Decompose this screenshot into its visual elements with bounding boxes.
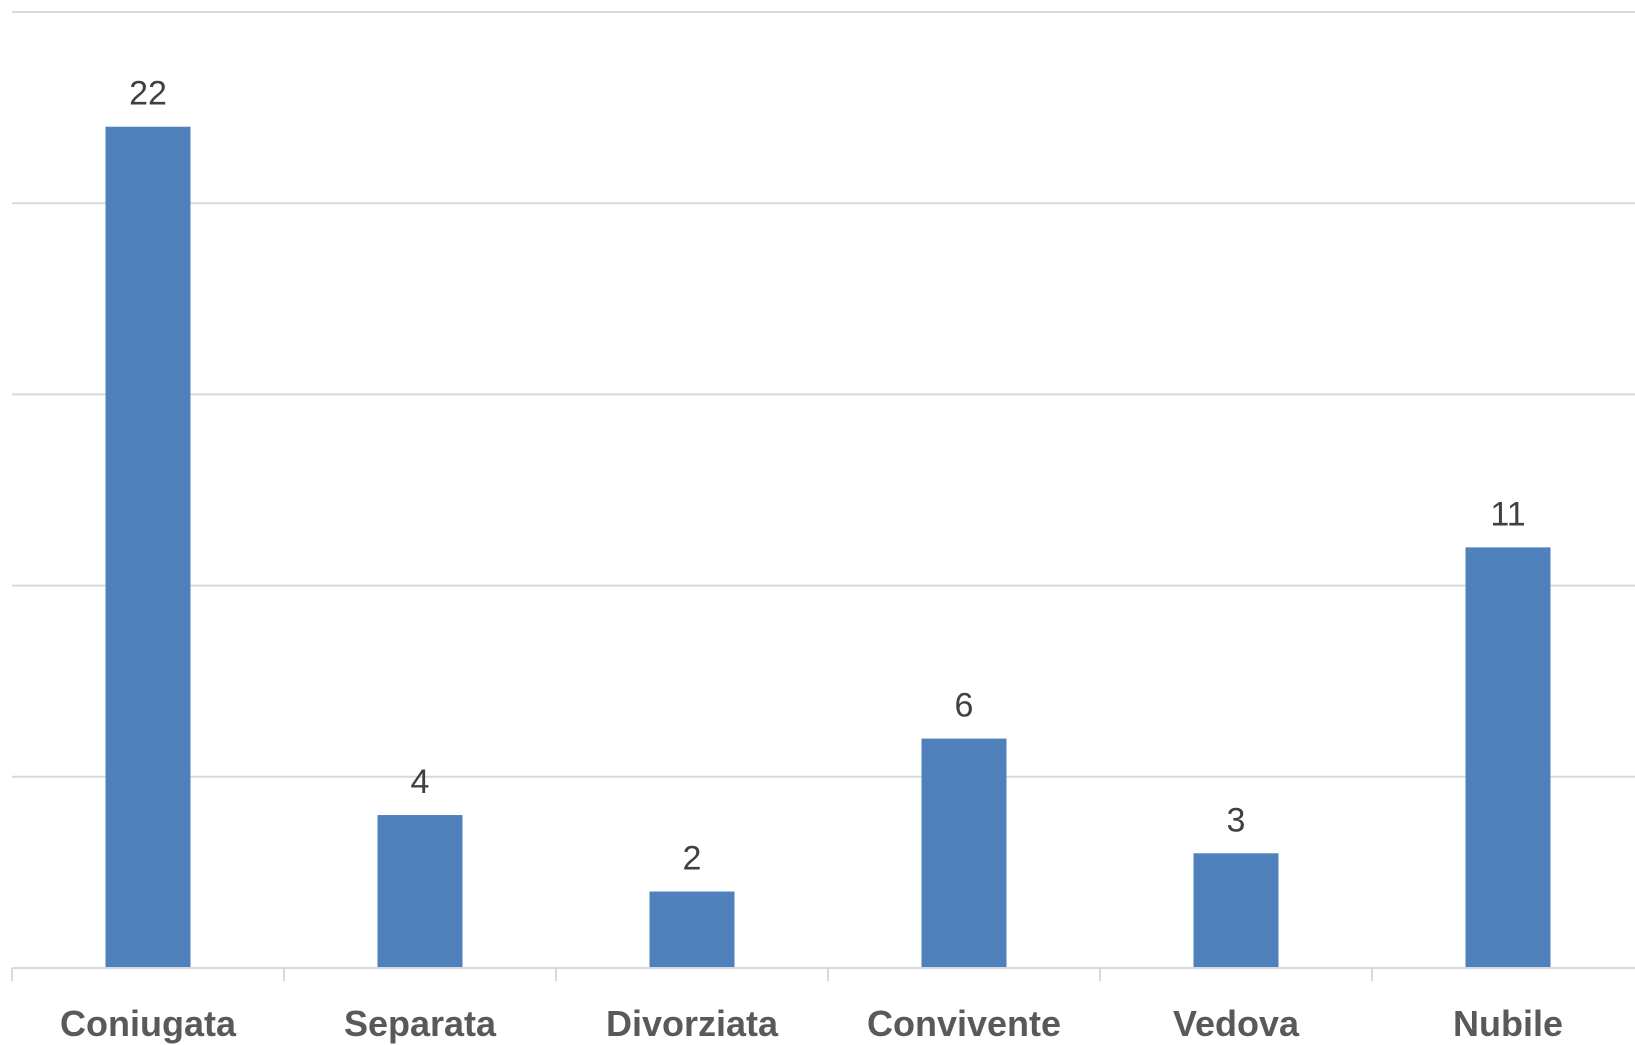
data-labels: 22 4 2 6 3 11	[129, 75, 1526, 878]
category-labels: Coniugata Separata Divorziata Convivente Ved…	[60, 1003, 1563, 1044]
data-label-divorziata: 2	[683, 840, 702, 878]
bar-convivente	[921, 738, 1007, 968]
bar-nubile	[1465, 547, 1551, 968]
gridlines	[12, 11, 1635, 778]
bar-separata	[377, 815, 463, 968]
data-label-vedova: 3	[1227, 801, 1246, 839]
category-label-separata: Separata	[344, 1003, 497, 1044]
data-label-nubile: 11	[1490, 495, 1525, 533]
bars	[105, 126, 1551, 969]
data-label-coniugata: 22	[129, 75, 167, 113]
category-label-vedova: Vedova	[1173, 1003, 1300, 1044]
data-label-convivente: 6	[955, 687, 974, 725]
bar-vedova	[1193, 853, 1279, 968]
bar-coniugata	[105, 126, 191, 969]
data-label-separata: 4	[411, 763, 430, 801]
category-label-nubile: Nubile	[1453, 1003, 1563, 1044]
category-label-coniugata: Coniugata	[60, 1003, 237, 1044]
category-label-divorziata: Divorziata	[606, 1003, 779, 1044]
bar-divorziata	[649, 891, 735, 968]
category-label-convivente: Convivente	[867, 1003, 1061, 1044]
x-axis	[11, 967, 1635, 981]
